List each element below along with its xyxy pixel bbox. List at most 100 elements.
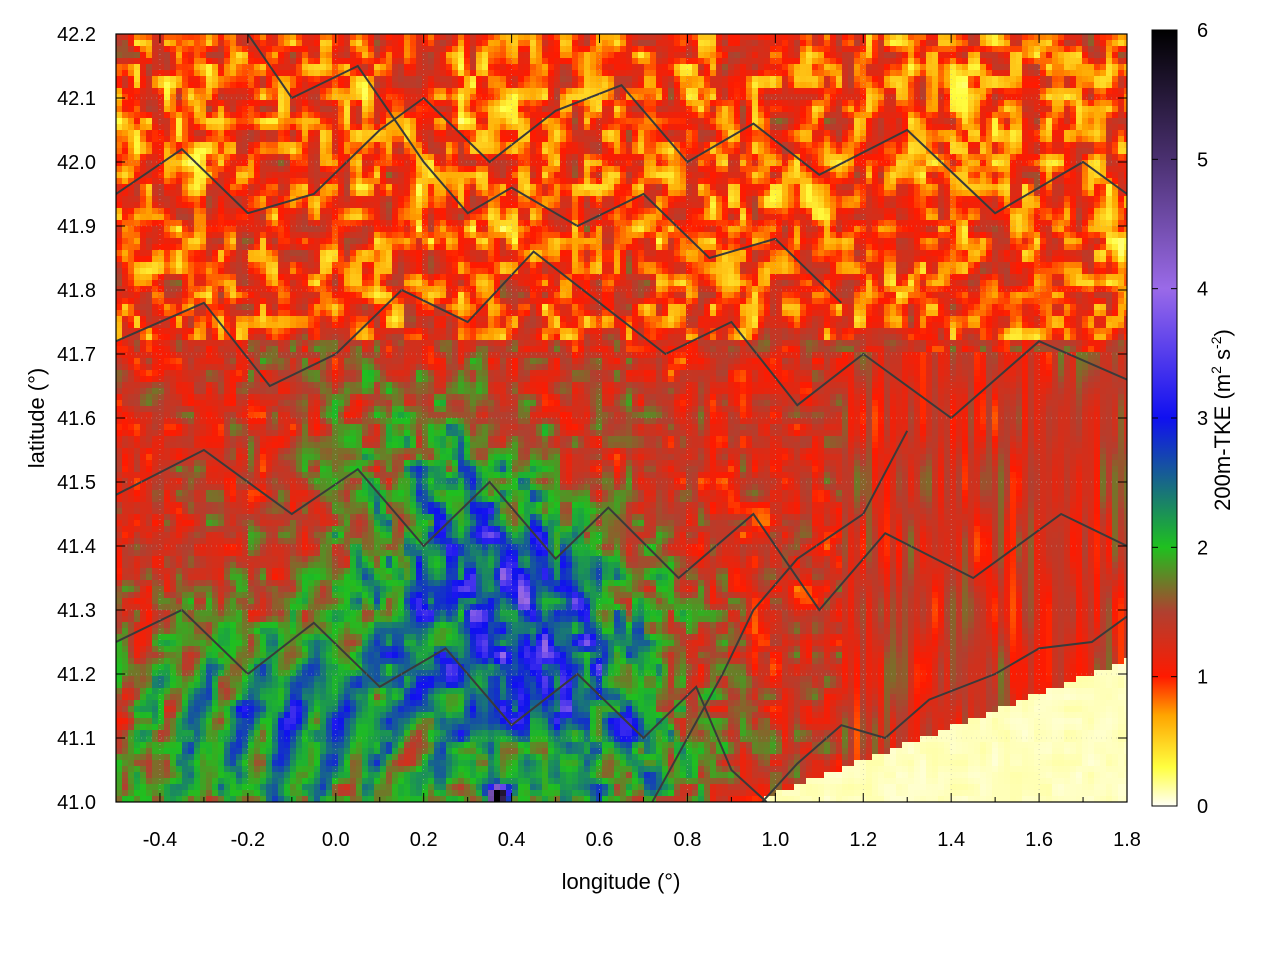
heatmap-cell	[128, 88, 135, 95]
heatmap-cell	[938, 94, 945, 101]
heatmap-cell	[932, 82, 939, 89]
heatmap-cell	[800, 184, 807, 191]
heatmap-cell	[776, 58, 783, 65]
heatmap-cell	[272, 52, 279, 59]
heatmap-cell	[212, 70, 219, 77]
heatmap-cell	[578, 94, 585, 101]
heatmap-cell	[950, 136, 957, 143]
heatmap-cell	[392, 184, 399, 191]
heatmap-cell	[362, 94, 369, 101]
heatmap-cell	[692, 202, 699, 209]
heatmap-cell	[866, 166, 873, 173]
heatmap-cell	[374, 76, 381, 83]
heatmap-cell	[1058, 178, 1065, 185]
heatmap-cell	[308, 52, 315, 59]
heatmap-cell	[680, 52, 687, 59]
heatmap-cell	[284, 160, 291, 167]
heatmap-cell	[884, 40, 891, 47]
heatmap-cell	[782, 136, 789, 143]
heatmap-cell	[818, 106, 825, 113]
heatmap-cell	[620, 172, 627, 179]
heatmap-cell	[1064, 76, 1071, 83]
heatmap-cell	[602, 184, 609, 191]
heatmap-cell	[290, 142, 297, 149]
heatmap-cell	[524, 40, 531, 47]
heatmap-cell	[1040, 94, 1047, 101]
heatmap-cell	[422, 202, 429, 209]
heatmap-cell	[1094, 94, 1101, 101]
heatmap-cell	[602, 208, 609, 215]
heatmap-cell	[134, 208, 141, 215]
heatmap-cell	[236, 58, 243, 65]
heatmap-cell	[224, 172, 231, 179]
heatmap-cell	[1118, 160, 1125, 167]
heatmap-cell	[488, 124, 495, 131]
heatmap-cell	[410, 34, 417, 41]
heatmap-cell	[926, 34, 933, 41]
heatmap-cell	[122, 196, 129, 203]
heatmap-cell	[938, 76, 945, 83]
heatmap-cell	[806, 148, 813, 155]
heatmap-cell	[656, 190, 663, 197]
heatmap-cell	[638, 136, 645, 143]
heatmap-cell	[146, 34, 153, 41]
heatmap-cell	[548, 82, 555, 89]
heatmap-cell	[950, 70, 957, 77]
heatmap-cell	[584, 94, 591, 101]
heatmap-cell	[614, 76, 621, 83]
heatmap-cell	[494, 178, 501, 185]
heatmap-cell	[296, 40, 303, 47]
heatmap-cell	[860, 172, 867, 179]
heatmap-cell	[674, 190, 681, 197]
heatmap-cell	[446, 178, 453, 185]
heatmap-cell	[890, 136, 897, 143]
heatmap-cell	[1070, 148, 1077, 155]
heatmap-cell	[1004, 190, 1011, 197]
heatmap-cell	[1112, 46, 1119, 53]
heatmap-cell	[740, 46, 747, 53]
heatmap-cell	[488, 190, 495, 197]
heatmap-cell	[548, 160, 555, 167]
heatmap-cell	[350, 196, 357, 203]
heatmap-cell	[698, 184, 705, 191]
heatmap-cell	[1094, 202, 1101, 209]
heatmap-cell	[734, 184, 741, 191]
heatmap-cell	[800, 190, 807, 197]
heatmap-cell	[962, 100, 969, 107]
heatmap-cell	[128, 58, 135, 65]
heatmap-cell	[692, 142, 699, 149]
heatmap-cell	[344, 52, 351, 59]
heatmap-cell	[620, 166, 627, 173]
heatmap-cell	[974, 148, 981, 155]
heatmap-cell	[470, 136, 477, 143]
heatmap-cell	[272, 112, 279, 119]
heatmap-cell	[218, 190, 225, 197]
heatmap-cell	[746, 52, 753, 59]
heatmap-cell	[890, 118, 897, 125]
heatmap-cell	[596, 88, 603, 95]
heatmap-cell	[356, 118, 363, 125]
heatmap-cell	[170, 94, 177, 101]
heatmap-cell	[152, 112, 159, 119]
heatmap-cell	[884, 64, 891, 71]
heatmap-cell	[1094, 166, 1101, 173]
heatmap-cell	[590, 202, 597, 209]
heatmap-cell	[560, 190, 567, 197]
heatmap-cell	[140, 58, 147, 65]
heatmap-cell	[446, 40, 453, 47]
heatmap-cell	[938, 154, 945, 161]
heatmap-cell	[278, 124, 285, 131]
heatmap-cell	[248, 166, 255, 173]
heatmap-cell	[314, 106, 321, 113]
heatmap-cell	[608, 118, 615, 125]
heatmap-cell	[692, 208, 699, 215]
heatmap-cell	[950, 196, 957, 203]
heatmap-cell	[134, 88, 141, 95]
heatmap-cell	[608, 94, 615, 101]
heatmap-cell	[164, 58, 171, 65]
heatmap-cell	[1106, 58, 1113, 65]
heatmap-cell	[884, 46, 891, 53]
heatmap-cell	[956, 166, 963, 173]
heatmap-cell	[770, 124, 777, 131]
heatmap-cell	[428, 178, 435, 185]
